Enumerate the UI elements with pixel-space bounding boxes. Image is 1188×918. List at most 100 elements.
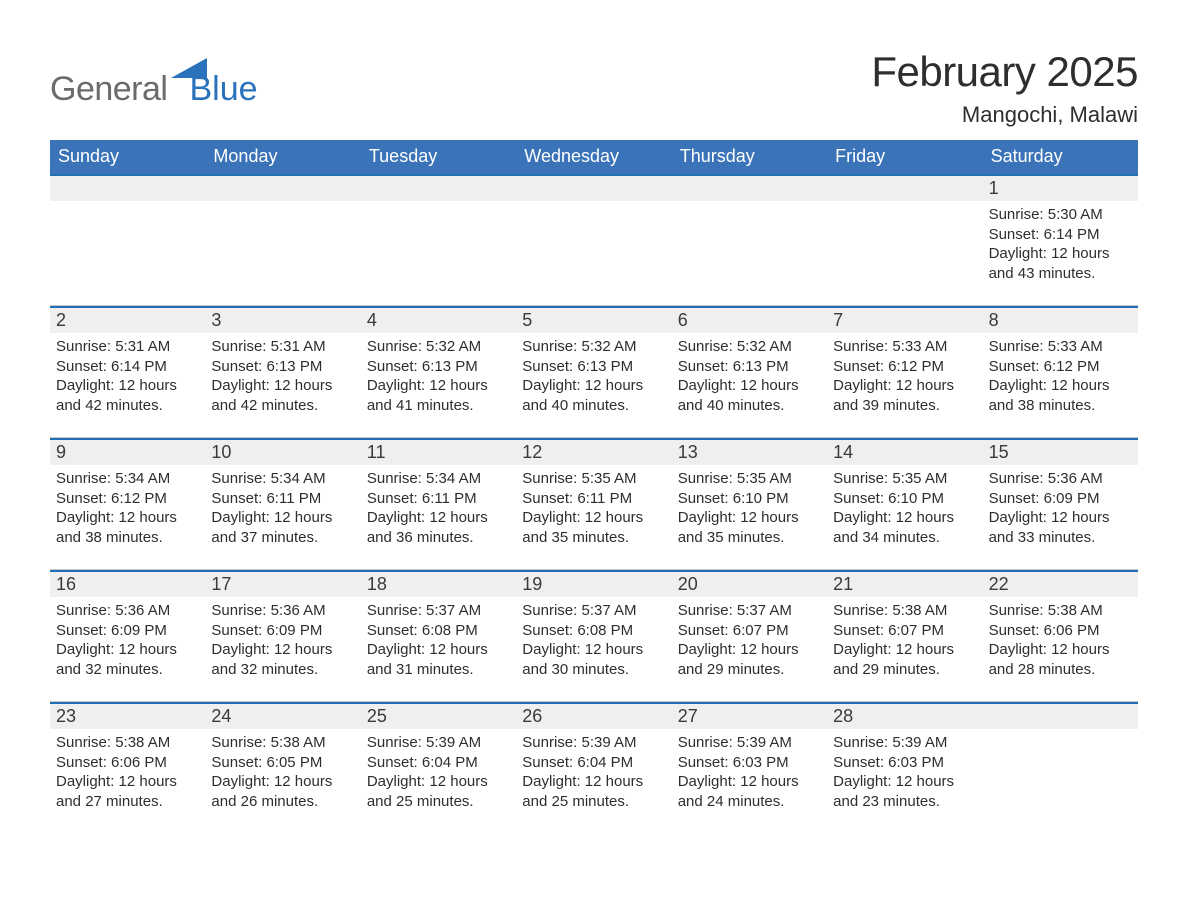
header: General Blue February 2025 Mangochi, Mal… xyxy=(50,48,1138,128)
daylight-line-1: Daylight: 12 hours xyxy=(678,772,821,792)
sunset-line: Sunset: 6:03 PM xyxy=(678,753,821,773)
sunrise-line: Sunrise: 5:35 AM xyxy=(522,469,665,489)
day-cell: Sunrise: 5:39 AMSunset: 6:04 PMDaylight:… xyxy=(361,729,516,833)
daylight-line-1: Daylight: 12 hours xyxy=(833,772,976,792)
sunrise-line: Sunrise: 5:36 AM xyxy=(56,601,199,621)
calendar: SundayMondayTuesdayWednesdayThursdayFrid… xyxy=(50,140,1138,833)
sunrise-line: Sunrise: 5:38 AM xyxy=(56,733,199,753)
sunrise-line: Sunrise: 5:39 AM xyxy=(678,733,821,753)
day-cell: Sunrise: 5:32 AMSunset: 6:13 PMDaylight:… xyxy=(361,333,516,437)
daylight-line-2: and 41 minutes. xyxy=(367,396,510,416)
daylight-line-2: and 39 minutes. xyxy=(833,396,976,416)
sunset-line: Sunset: 6:13 PM xyxy=(367,357,510,377)
daylight-line-2: and 26 minutes. xyxy=(211,792,354,812)
daylight-line-2: and 34 minutes. xyxy=(833,528,976,548)
sunrise-line: Sunrise: 5:34 AM xyxy=(56,469,199,489)
day-cell xyxy=(50,201,205,305)
daylight-line-2: and 31 minutes. xyxy=(367,660,510,680)
day-number: 27 xyxy=(672,704,827,729)
sunrise-line: Sunrise: 5:32 AM xyxy=(678,337,821,357)
day-cell xyxy=(827,201,982,305)
daylight-line-1: Daylight: 12 hours xyxy=(367,772,510,792)
logo-text-blue: Blue xyxy=(189,72,257,106)
sunrise-line: Sunrise: 5:33 AM xyxy=(833,337,976,357)
day-cell: Sunrise: 5:38 AMSunset: 6:06 PMDaylight:… xyxy=(50,729,205,833)
daynum-band: 1 xyxy=(50,174,1138,201)
daylight-line-1: Daylight: 12 hours xyxy=(211,376,354,396)
sunset-line: Sunset: 6:05 PM xyxy=(211,753,354,773)
day-cell: Sunrise: 5:36 AMSunset: 6:09 PMDaylight:… xyxy=(205,597,360,701)
daylight-line-2: and 25 minutes. xyxy=(367,792,510,812)
daylight-line-2: and 29 minutes. xyxy=(678,660,821,680)
day-number: 8 xyxy=(983,308,1138,333)
day-number xyxy=(50,176,205,201)
day-number: 22 xyxy=(983,572,1138,597)
day-cell xyxy=(672,201,827,305)
day-cell: Sunrise: 5:38 AMSunset: 6:07 PMDaylight:… xyxy=(827,597,982,701)
day-cell: Sunrise: 5:30 AMSunset: 6:14 PMDaylight:… xyxy=(983,201,1138,305)
day-number: 24 xyxy=(205,704,360,729)
day-cell: Sunrise: 5:39 AMSunset: 6:03 PMDaylight:… xyxy=(672,729,827,833)
day-number: 9 xyxy=(50,440,205,465)
day-number: 23 xyxy=(50,704,205,729)
sunrise-line: Sunrise: 5:38 AM xyxy=(989,601,1132,621)
sunrise-line: Sunrise: 5:39 AM xyxy=(833,733,976,753)
sunset-line: Sunset: 6:06 PM xyxy=(989,621,1132,641)
content-band: Sunrise: 5:36 AM Sunset: 6:09 PM Daylight:… xyxy=(50,597,1138,701)
sunset-line: Sunset: 6:04 PM xyxy=(522,753,665,773)
daylight-line-2: and 35 minutes. xyxy=(522,528,665,548)
dow-cell: Wednesday xyxy=(516,140,671,174)
day-number: 12 xyxy=(516,440,671,465)
daylight-line-2: and 38 minutes. xyxy=(56,528,199,548)
day-cell xyxy=(516,201,671,305)
day-cell: Sunrise: 5:36 AMSunset: 6:09 PMDaylight:… xyxy=(50,597,205,701)
week-row: 9101112131415Sunrise: 5:34 AMSunset: 6:1… xyxy=(50,437,1138,569)
daylight-line-2: and 27 minutes. xyxy=(56,792,199,812)
sunrise-line: Sunrise: 5:33 AM xyxy=(989,337,1132,357)
daylight-line-1: Daylight: 12 hours xyxy=(522,772,665,792)
dow-cell: Saturday xyxy=(983,140,1138,174)
page-title: February 2025 xyxy=(871,48,1138,96)
sunrise-line: Sunrise: 5:34 AM xyxy=(367,469,510,489)
daylight-line-1: Daylight: 12 hours xyxy=(678,376,821,396)
sunset-line: Sunset: 6:12 PM xyxy=(833,357,976,377)
sunset-line: Sunset: 6:09 PM xyxy=(211,621,354,641)
sunset-line: Sunset: 6:08 PM xyxy=(522,621,665,641)
daylight-line-2: and 32 minutes. xyxy=(56,660,199,680)
daylight-line-1: Daylight: 12 hours xyxy=(833,508,976,528)
daylight-line-1: Daylight: 12 hours xyxy=(989,640,1132,660)
day-cell: Sunrise: 5:32 AMSunset: 6:13 PMDaylight:… xyxy=(672,333,827,437)
daylight-line-2: and 36 minutes. xyxy=(367,528,510,548)
day-number: 7 xyxy=(827,308,982,333)
daylight-line-1: Daylight: 12 hours xyxy=(56,508,199,528)
daylight-line-2: and 33 minutes. xyxy=(989,528,1132,548)
daynum-band: 232425262728 xyxy=(50,702,1138,729)
days-of-week-row: SundayMondayTuesdayWednesdayThursdayFrid… xyxy=(50,140,1138,174)
day-number: 18 xyxy=(361,572,516,597)
day-cell: Sunrise: 5:37 AMSunset: 6:08 PMDaylight:… xyxy=(361,597,516,701)
day-cell: Sunrise: 5:35 AMSunset: 6:10 PMDaylight:… xyxy=(672,465,827,569)
sunset-line: Sunset: 6:14 PM xyxy=(56,357,199,377)
week-row: 1Sunrise: 5:30 AMSunset: 6:14 PMDaylight… xyxy=(50,174,1138,305)
day-cell: Sunrise: 5:33 AMSunset: 6:12 PMDaylight:… xyxy=(983,333,1138,437)
day-number xyxy=(361,176,516,201)
daylight-line-2: and 42 minutes. xyxy=(211,396,354,416)
sunset-line: Sunset: 6:09 PM xyxy=(989,489,1132,509)
day-number: 4 xyxy=(361,308,516,333)
day-number: 2 xyxy=(50,308,205,333)
daylight-line-2: and 42 minutes. xyxy=(56,396,199,416)
daylight-line-1: Daylight: 12 hours xyxy=(522,508,665,528)
dow-cell: Monday xyxy=(205,140,360,174)
day-number: 1 xyxy=(983,176,1138,201)
day-number: 16 xyxy=(50,572,205,597)
day-number xyxy=(827,176,982,201)
sunrise-line: Sunrise: 5:38 AM xyxy=(211,733,354,753)
day-cell: Sunrise: 5:34 AMSunset: 6:11 PMDaylight:… xyxy=(205,465,360,569)
day-cell: Sunrise: 5:33 AMSunset: 6:12 PMDaylight:… xyxy=(827,333,982,437)
daynum-band: 16171819202122 xyxy=(50,570,1138,597)
daylight-line-1: Daylight: 12 hours xyxy=(989,508,1132,528)
sunset-line: Sunset: 6:06 PM xyxy=(56,753,199,773)
daylight-line-1: Daylight: 12 hours xyxy=(56,640,199,660)
sunrise-line: Sunrise: 5:37 AM xyxy=(678,601,821,621)
daylight-line-2: and 25 minutes. xyxy=(522,792,665,812)
